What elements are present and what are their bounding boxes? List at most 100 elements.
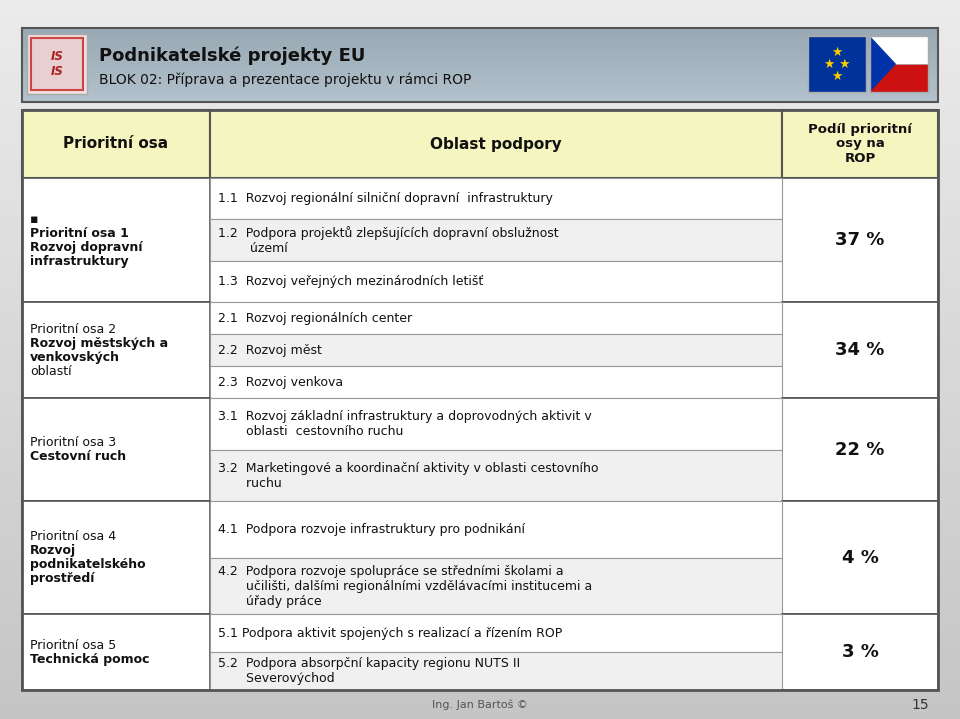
Bar bbox=[0, 36, 960, 54]
Bar bbox=[0, 611, 960, 629]
Text: 5.1 Podpora aktivit spojených s realizací a řízením ROP: 5.1 Podpora aktivit spojených s realizac… bbox=[218, 627, 563, 640]
Bar bbox=[22, 65, 938, 69]
Bar bbox=[870, 36, 928, 92]
Bar bbox=[22, 50, 938, 55]
Bar bbox=[0, 270, 960, 288]
Text: podnikatelského: podnikatelského bbox=[30, 559, 146, 572]
Bar bbox=[0, 467, 960, 485]
Bar bbox=[0, 503, 960, 521]
Bar bbox=[0, 252, 960, 270]
Bar bbox=[0, 90, 960, 108]
Bar bbox=[22, 58, 938, 62]
Text: Technická pomoc: Technická pomoc bbox=[30, 653, 150, 666]
Text: Rozvoj: Rozvoj bbox=[30, 544, 76, 557]
Bar bbox=[22, 83, 938, 88]
Bar bbox=[782, 615, 938, 690]
Bar bbox=[22, 69, 938, 73]
Bar bbox=[0, 665, 960, 683]
Text: 3.2  Marketingové a koordinační aktivity v oblasti cestovního
       ruchu: 3.2 Marketingové a koordinační aktivity … bbox=[218, 462, 598, 490]
Bar bbox=[0, 234, 960, 252]
Bar bbox=[210, 261, 782, 303]
Bar bbox=[22, 73, 938, 77]
Text: Prioritní osa 4: Prioritní osa 4 bbox=[30, 531, 116, 544]
Bar bbox=[22, 110, 210, 178]
Bar bbox=[22, 95, 938, 99]
Text: Rozvoj městských a: Rozvoj městských a bbox=[30, 336, 168, 349]
Bar bbox=[0, 647, 960, 665]
Text: Prioritní osa 1: Prioritní osa 1 bbox=[30, 226, 129, 239]
Bar bbox=[0, 575, 960, 593]
Bar bbox=[22, 76, 938, 81]
Bar bbox=[22, 61, 938, 65]
Text: Prioritní osa 3: Prioritní osa 3 bbox=[30, 436, 116, 449]
Bar bbox=[0, 449, 960, 467]
Bar bbox=[0, 0, 960, 18]
Bar bbox=[210, 501, 782, 558]
Bar bbox=[22, 43, 938, 47]
Bar bbox=[22, 47, 938, 51]
Text: 4 %: 4 % bbox=[842, 549, 878, 567]
Bar bbox=[0, 198, 960, 216]
Bar bbox=[22, 87, 938, 91]
Bar bbox=[0, 557, 960, 575]
Bar bbox=[22, 110, 938, 690]
Bar bbox=[210, 450, 782, 501]
Bar bbox=[22, 178, 210, 303]
Text: 4.2  Podpora rozvoje spolupráce se středními školami a
       učilišti, dalšími : 4.2 Podpora rozvoje spolupráce se středn… bbox=[218, 564, 592, 608]
Text: 34 %: 34 % bbox=[835, 342, 885, 360]
Text: 2.3  Rozvoj venkova: 2.3 Rozvoj venkova bbox=[218, 375, 343, 389]
Text: 37 %: 37 % bbox=[835, 232, 885, 249]
Bar bbox=[0, 216, 960, 234]
Bar bbox=[0, 324, 960, 342]
Text: 3.1  Rozvoj základní infrastruktury a doprovodných aktivit v
       oblasti  ces: 3.1 Rozvoj základní infrastruktury a dop… bbox=[218, 410, 591, 438]
Bar bbox=[22, 54, 938, 58]
Bar bbox=[0, 306, 960, 324]
Bar bbox=[210, 219, 782, 261]
Bar bbox=[22, 32, 938, 36]
Bar bbox=[0, 431, 960, 449]
Text: Oblast podpory: Oblast podpory bbox=[430, 137, 562, 152]
Text: 1.3  Rozvoj veřejných mezinárodních letišť: 1.3 Rozvoj veřejných mezinárodních letiš… bbox=[218, 275, 483, 288]
Bar bbox=[22, 35, 938, 40]
Bar bbox=[0, 701, 960, 719]
Text: BLOK 02: Příprava a prezentace projektu v rámci ROP: BLOK 02: Příprava a prezentace projektu … bbox=[99, 73, 471, 87]
Bar bbox=[0, 629, 960, 647]
Text: 1.1  Rozvoj regionální silniční dopravní  infrastruktury: 1.1 Rozvoj regionální silniční dopravní … bbox=[218, 192, 553, 205]
Bar bbox=[22, 39, 938, 43]
Bar bbox=[0, 521, 960, 539]
Text: Podnikatelské projekty EU: Podnikatelské projekty EU bbox=[99, 47, 366, 65]
Text: Prioritní osa: Prioritní osa bbox=[63, 137, 169, 152]
Bar bbox=[0, 395, 960, 413]
Text: ★
★ ★
★: ★ ★ ★ ★ bbox=[824, 45, 851, 83]
Bar bbox=[0, 108, 960, 126]
Text: infrastruktury: infrastruktury bbox=[30, 255, 129, 267]
Text: Rozvoj dopravní: Rozvoj dopravní bbox=[30, 241, 142, 254]
Bar bbox=[22, 398, 210, 501]
Polygon shape bbox=[870, 36, 896, 92]
Text: Cestovní ruch: Cestovní ruch bbox=[30, 450, 126, 463]
Bar bbox=[0, 72, 960, 90]
Text: Ing. Jan Bartoš ©: Ing. Jan Bartoš © bbox=[432, 700, 528, 710]
Bar bbox=[782, 110, 938, 178]
Bar bbox=[0, 162, 960, 180]
Text: Podíl prioritní
osy na
ROP: Podíl prioritní osy na ROP bbox=[808, 122, 912, 165]
Bar bbox=[0, 485, 960, 503]
Bar bbox=[782, 303, 938, 398]
Text: Prioritní osa 5: Prioritní osa 5 bbox=[30, 638, 116, 651]
Bar bbox=[31, 38, 83, 90]
Text: 5.2  Podpora absorpční kapacity regionu NUTS II
       Severovýchod: 5.2 Podpora absorpční kapacity regionu N… bbox=[218, 657, 520, 685]
Bar bbox=[0, 539, 960, 557]
Bar bbox=[210, 652, 782, 690]
Text: 2.1  Rozvoj regionálních center: 2.1 Rozvoj regionálních center bbox=[218, 312, 412, 325]
Text: Prioritní osa 2: Prioritní osa 2 bbox=[30, 323, 116, 336]
Bar bbox=[22, 615, 210, 690]
Bar bbox=[870, 36, 928, 64]
Bar bbox=[22, 501, 210, 615]
Text: prostředí: prostředí bbox=[30, 572, 94, 585]
Bar bbox=[0, 683, 960, 701]
Bar bbox=[22, 28, 938, 102]
Bar bbox=[210, 334, 782, 366]
Bar bbox=[0, 342, 960, 360]
Bar bbox=[0, 18, 960, 36]
Bar bbox=[210, 558, 782, 615]
